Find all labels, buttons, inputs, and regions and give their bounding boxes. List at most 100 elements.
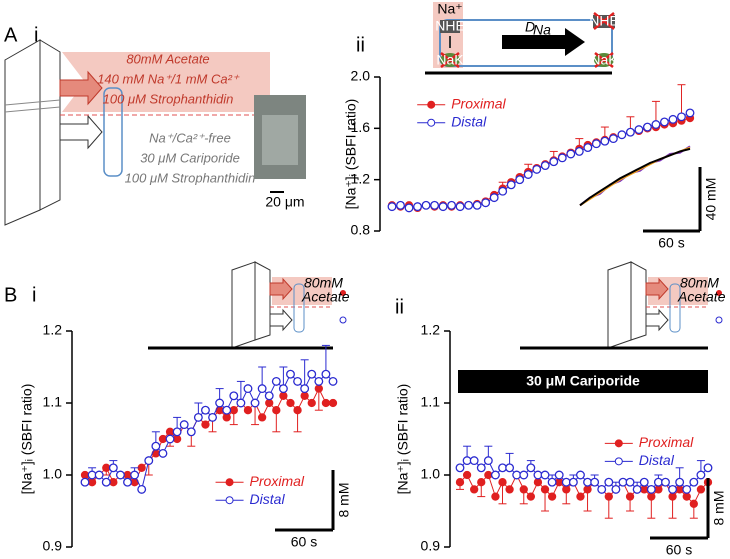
data-point [172,427,182,437]
data-point [186,427,196,437]
data-point [677,112,686,122]
data-point [271,376,281,386]
data-point [476,463,486,473]
ion-label: Na⁺ [437,1,462,17]
legend-label: Distal [250,491,286,507]
data-point [250,398,260,408]
inset-text: 80mM [304,275,343,291]
data-point [278,384,288,394]
data-point [215,398,225,408]
data-point [625,477,635,487]
data-point [647,492,656,501]
data-point [80,477,90,487]
panel-label: A [4,24,18,46]
legend-marker [427,100,436,109]
data-point [438,202,448,212]
data-point [583,485,592,494]
data-point [576,470,585,480]
data-point [272,406,281,415]
data-point [682,492,691,501]
data-point [526,492,536,501]
data-point [137,463,146,472]
data-point [165,427,175,436]
data-point [506,180,516,190]
data-point [80,470,90,480]
y-axis-label: [Na⁺]ᵢ (SBFI ratio) [343,99,359,210]
data-point [158,448,168,458]
data-point [484,470,493,480]
data-point [483,456,493,466]
scale-x-label: 60 s [666,542,692,558]
treatment-label: 30 μM Cariporide [526,373,640,389]
data-point [583,143,593,153]
data-point [660,117,669,127]
data-point [472,200,482,210]
data-point [604,492,613,501]
inset-text: Acetate [301,289,350,305]
y-tick-label: 1.2 [351,170,371,186]
data-point [625,127,635,137]
y-tick-label: 1.0 [43,466,63,482]
data-point [201,405,210,415]
data-point [568,477,578,487]
y-tick-label: 2.0 [351,68,371,84]
data-point [608,134,618,144]
transporter-label: NaK [436,52,464,68]
data-point [236,398,246,408]
data-point [87,478,97,487]
data-point [689,477,699,487]
y-tick-label: 0.9 [421,538,441,554]
data-point [489,193,499,203]
data-point [137,484,147,494]
data-point [193,412,203,422]
data-point [540,485,550,494]
data-point [654,485,663,494]
data-point [102,463,111,472]
data-point [574,146,584,156]
data-point [123,470,132,480]
data-point [328,376,338,386]
y-tick-label: 1.6 [351,119,371,135]
data-point [94,470,104,480]
data-point [498,478,507,487]
data-point [639,477,649,487]
data-point [151,441,161,451]
data-point [130,470,140,480]
data-point [481,198,491,208]
legend-label: Proximal [451,95,506,111]
data-point [469,456,479,466]
data-point [597,484,607,494]
data-point [491,492,500,501]
y-tick-label: 1.2 [421,322,441,338]
panel-label: ii [395,296,404,318]
y-axis-label: [Na⁺]ᵢ (SBFI ratio) [395,384,411,495]
series-line [84,387,333,484]
data-point [314,376,324,386]
data-point [300,391,309,400]
data-point [123,477,132,487]
data-point [279,391,288,400]
data-point [651,120,661,129]
data-point [462,470,472,480]
data-point [505,463,515,473]
data-point [685,108,695,118]
data-point [208,412,217,422]
scale-x-label: 60 s [291,534,317,550]
diffusion-subscript: Na [533,22,551,38]
data-point [229,391,239,401]
legend-marker [225,478,234,487]
legend-label: Proximal [250,473,305,489]
data-point [689,499,698,508]
data-point [158,434,168,444]
data-point [555,478,564,487]
transporter-label: NHE [589,13,619,29]
data-point [675,477,685,487]
data-point [404,203,414,213]
data-point [668,114,678,124]
data-point [165,434,175,444]
data-point [243,406,253,415]
data-point [625,492,635,501]
perfusion-schematic [4,39,270,226]
data-point [576,492,585,501]
data-point [498,186,508,196]
